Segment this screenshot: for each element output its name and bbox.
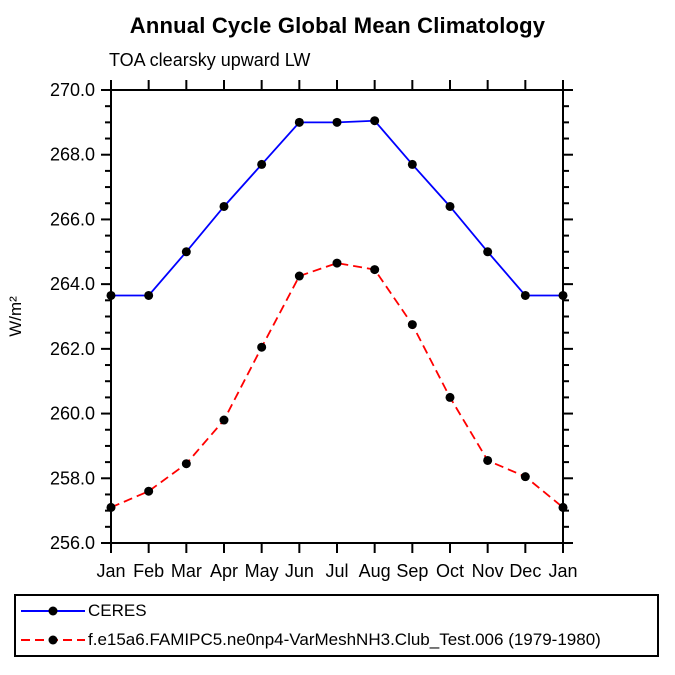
y-tick-label: 270.0 xyxy=(50,80,95,100)
x-tick-label: Feb xyxy=(133,561,164,581)
x-tick-label: Jan xyxy=(548,561,577,581)
legend-marker-icon xyxy=(48,635,58,645)
data-point-marker xyxy=(445,392,455,402)
data-point-marker xyxy=(370,116,380,126)
legend-line-sample-dashed xyxy=(21,635,85,645)
legend-item-model: f.e15a6.FAMIPC5.ne0np4-VarMeshNH3.Club_T… xyxy=(16,630,657,650)
y-tick-label: 258.0 xyxy=(50,468,95,488)
x-tick-label: Apr xyxy=(210,561,238,581)
x-tick-label: Dec xyxy=(509,561,541,581)
data-point-marker xyxy=(520,290,530,300)
chart-subtitle: TOA clearsky upward LW xyxy=(109,50,311,70)
x-tick-label: Mar xyxy=(171,561,202,581)
y-tick-label: 262.0 xyxy=(50,339,95,359)
legend-label-ceres: CERES xyxy=(88,600,147,620)
data-point-marker xyxy=(106,290,116,300)
data-point-marker xyxy=(144,290,154,300)
x-tick-label: Aug xyxy=(359,561,391,581)
data-point-marker xyxy=(219,201,229,211)
data-point-marker xyxy=(558,290,568,300)
chart-title: Annual Cycle Global Mean Climatology xyxy=(129,13,546,38)
data-point-marker xyxy=(370,265,380,275)
y-tick-label: 264.0 xyxy=(50,274,95,294)
legend: CERES f.e15a6.FAMIPC5.ne0np4-VarMeshNH3.… xyxy=(14,594,659,657)
data-point-marker xyxy=(332,258,342,268)
legend-marker-icon xyxy=(48,606,58,616)
series-line xyxy=(111,119,563,297)
data-point-marker xyxy=(483,247,493,257)
y-tick-label: 268.0 xyxy=(50,145,95,165)
x-tick-label: Sep xyxy=(396,561,428,581)
series-line xyxy=(110,262,564,509)
y-axis-label: W/m² xyxy=(6,296,25,337)
plot-frame xyxy=(110,89,564,544)
data-point-marker xyxy=(332,117,342,127)
data-point-marker xyxy=(257,342,267,352)
x-tick-label: Jul xyxy=(325,561,348,581)
data-point-marker xyxy=(520,472,530,482)
legend-item-ceres: CERES xyxy=(16,601,657,621)
x-tick-label: Nov xyxy=(472,561,504,581)
data-point-marker xyxy=(407,320,417,330)
data-point-marker xyxy=(445,201,455,211)
y-tick-label: 266.0 xyxy=(50,209,95,229)
data-point-marker xyxy=(181,247,191,257)
x-tick-label: Oct xyxy=(436,561,464,581)
data-point-marker xyxy=(106,502,116,512)
legend-label-model: f.e15a6.FAMIPC5.ne0np4-VarMeshNH3.Club_T… xyxy=(88,630,601,650)
y-tick-label: 256.0 xyxy=(50,533,95,553)
data-point-marker xyxy=(558,502,568,512)
legend-line-sample-solid xyxy=(21,606,85,616)
y-tick-label: 260.0 xyxy=(50,404,95,424)
x-tick-label: Jun xyxy=(285,561,314,581)
x-tick-label: May xyxy=(245,561,279,581)
data-point-marker xyxy=(219,415,229,425)
data-point-marker xyxy=(407,159,417,169)
data-point-marker xyxy=(257,159,267,169)
data-point-marker xyxy=(294,271,304,281)
x-tick-label: Jan xyxy=(96,561,125,581)
data-point-marker xyxy=(483,455,493,465)
data-point-marker xyxy=(144,486,154,496)
data-point-marker xyxy=(294,117,304,127)
data-point-marker xyxy=(181,459,191,469)
